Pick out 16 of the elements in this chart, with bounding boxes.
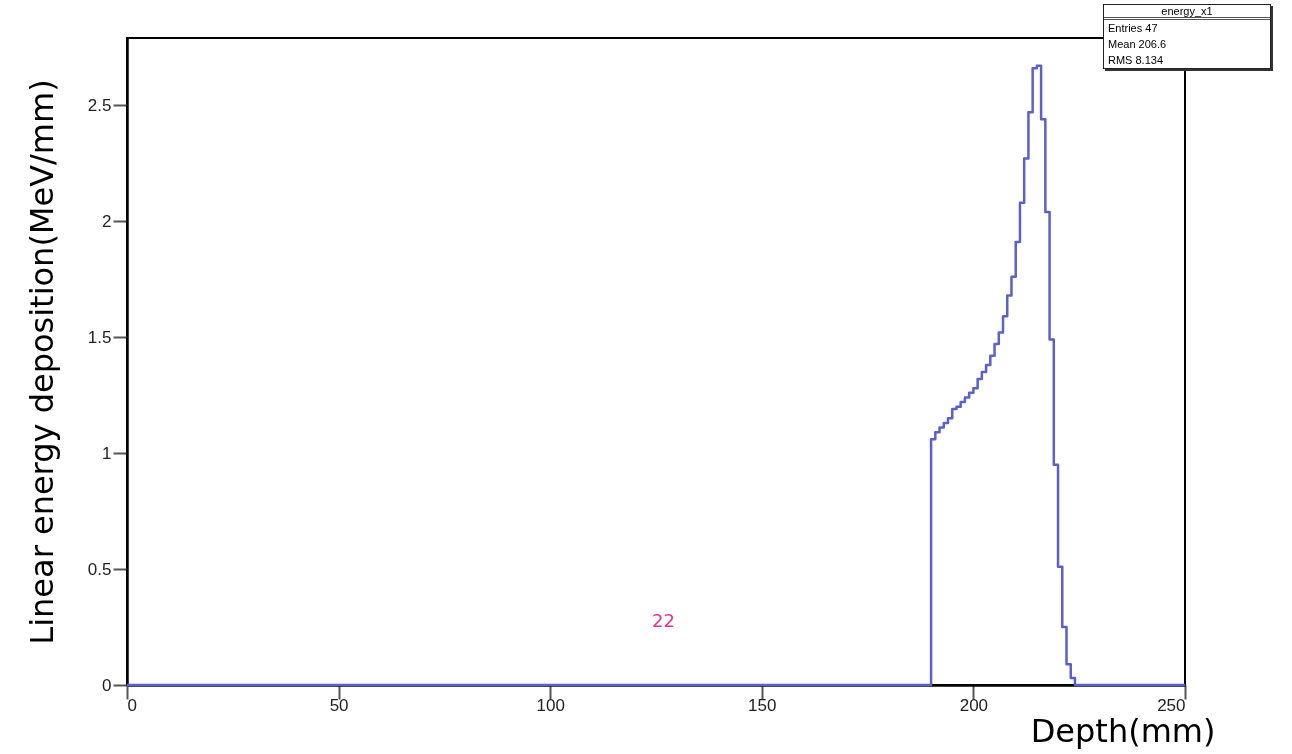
annotation: RMS 8.134 xyxy=(1107,53,1165,68)
y-tick-label: 1 xyxy=(102,443,112,463)
x-tick-label: 50 xyxy=(329,695,349,715)
y-tick-label: 2.5 xyxy=(87,95,112,115)
y-axis-title: Linear energy deposition(MeV/mm) xyxy=(22,79,61,645)
stats-box: energy_x1 Entries 47 Mean 206.6 RMS 8.134 xyxy=(1103,4,1271,69)
x-tick-label: 100 xyxy=(536,695,565,715)
y-tick-label: 1.5 xyxy=(87,327,112,347)
y-tick-label: 0.5 xyxy=(87,559,112,579)
annotation: 22 xyxy=(652,610,675,631)
x-tick-label: 0 xyxy=(127,695,137,715)
y-tick-label: 2 xyxy=(102,211,112,231)
x-tick-label: 150 xyxy=(748,695,777,715)
y-tick-label: 0 xyxy=(102,675,112,695)
x-tick-label: 200 xyxy=(959,695,989,715)
annotation: Mean 206.6 xyxy=(1107,37,1168,52)
